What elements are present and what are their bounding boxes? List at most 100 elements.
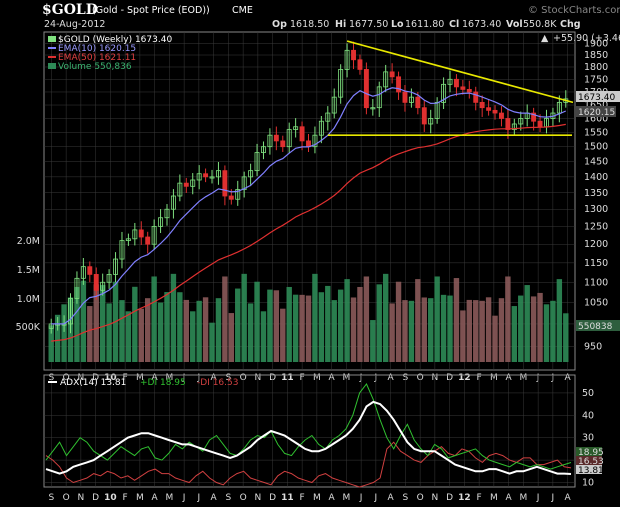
x-tick-label-top: A: [565, 373, 572, 383]
candle-body: [325, 112, 331, 122]
volume-bar: [440, 294, 447, 362]
candle-body: [170, 195, 176, 210]
volume-bar: [492, 315, 498, 362]
volume-bar: [466, 299, 473, 362]
candle-body: [537, 120, 543, 128]
candle-body: [479, 101, 485, 109]
candle-body: [338, 69, 344, 98]
volume-bar: [209, 322, 215, 362]
volume-bar: [331, 300, 337, 362]
price-tick-label: 1500: [584, 142, 608, 153]
volume-bar: [106, 303, 112, 362]
candle-body: [241, 176, 247, 190]
volume-bar: [537, 292, 543, 362]
x-tick-label-top: A: [329, 373, 336, 383]
candle-body: [261, 146, 266, 153]
low-label: Lo: [391, 19, 404, 30]
volume-bar: [254, 281, 260, 362]
volume-bar: [125, 311, 132, 362]
x-tick-label-top: J: [359, 373, 363, 383]
candle-body: [492, 109, 498, 114]
volume-bar: [505, 276, 511, 362]
brand-watermark: © StockCharts.com: [528, 5, 620, 16]
exchange-label: CME: [232, 5, 253, 16]
price-tick-label: 1050: [584, 298, 608, 309]
price-tick-label: 1300: [584, 204, 608, 215]
x-axis-bottom: S O N D 10 F M A M J J A S O N D 11 F M A M J J A S O N D 12 F M A M J J A: [49, 493, 572, 503]
adx-legend-minus-di: -DI 16.53: [197, 378, 238, 388]
price-tick-label: 1650: [584, 100, 608, 111]
x-tick-label-bottom: M: [313, 493, 321, 503]
legend-ema10: EMA(10) 1620.15: [58, 44, 136, 54]
volume-bar: [228, 313, 235, 362]
volume-bar: [325, 285, 331, 362]
volume-bar: [389, 303, 395, 362]
price-tick-label: 1850: [584, 50, 608, 61]
price-tick-label: 1750: [584, 74, 608, 85]
price-tick-label: 1100: [584, 277, 608, 288]
candle-body: [80, 266, 86, 279]
candle-body: [132, 229, 138, 240]
candle-body: [215, 170, 221, 178]
volume-bar: [350, 297, 357, 362]
volume-bar: [132, 286, 138, 362]
price-tick-label: 1250: [584, 221, 608, 232]
x-tick-label-bottom: F: [300, 493, 305, 503]
x-tick-label-top: A: [152, 373, 159, 383]
candlesticks: [48, 41, 569, 334]
ema-price-tag-text: 1620.15: [578, 108, 615, 118]
volume-bar: [402, 300, 408, 362]
x-tick-label-top: J: [551, 373, 555, 383]
candle-body: [499, 112, 504, 119]
volume-bar: [190, 311, 196, 362]
x-tick-label-bottom: M: [490, 493, 498, 503]
volume-bars: [48, 273, 569, 362]
volume-label: Vol: [506, 19, 523, 30]
volume-bar: [408, 300, 415, 362]
x-tick-label-bottom: A: [506, 493, 513, 503]
x-tick-label-top: A: [506, 373, 513, 383]
ema50-line: [51, 123, 566, 342]
candle-body: [312, 134, 318, 148]
candle-body: [363, 69, 369, 109]
candle-body: [396, 76, 402, 93]
volume-bar: [447, 295, 453, 362]
candle-body: [434, 101, 440, 119]
candle-body: [93, 273, 99, 291]
volume-bar: [460, 310, 466, 362]
adx-panel-frame: [43, 374, 576, 488]
volume-tick-label: 1.5M: [17, 265, 40, 276]
x-tick-label-bottom: M: [342, 493, 350, 503]
candle-body: [466, 89, 472, 93]
symbol-title: $GOLD: [42, 2, 98, 18]
volume-bar: [543, 304, 550, 362]
volume-bar: [183, 299, 189, 362]
volume-bar: [273, 290, 280, 362]
volume-bar: [344, 279, 350, 362]
x-tick-label-bottom: D: [92, 493, 99, 503]
open-value: 1618.50: [290, 19, 329, 30]
candle-body: [125, 238, 131, 242]
volume-bar: [337, 289, 344, 362]
volume-bar: [164, 292, 170, 362]
volume-bar: [305, 295, 312, 362]
volume-tag: [576, 320, 620, 331]
volume-bar: [215, 298, 222, 362]
volume-bar: [170, 273, 177, 362]
candle-body: [415, 96, 421, 109]
volume-bar: [524, 285, 530, 362]
x-tick-label-bottom: O: [240, 493, 247, 503]
volume-bar: [202, 297, 209, 362]
price-tick-label: 1350: [584, 188, 608, 199]
volume-bar: [157, 302, 164, 362]
candle-body: [383, 71, 389, 88]
candle-body: [87, 266, 93, 275]
candle-body: [145, 236, 151, 245]
volume-bar: [80, 280, 87, 362]
volume-bar: [61, 304, 67, 362]
x-tick-label-bottom: A: [152, 493, 159, 503]
volume-bar: [363, 276, 370, 362]
volume-bar: [286, 286, 292, 362]
price-tick-label: 950: [584, 341, 602, 352]
